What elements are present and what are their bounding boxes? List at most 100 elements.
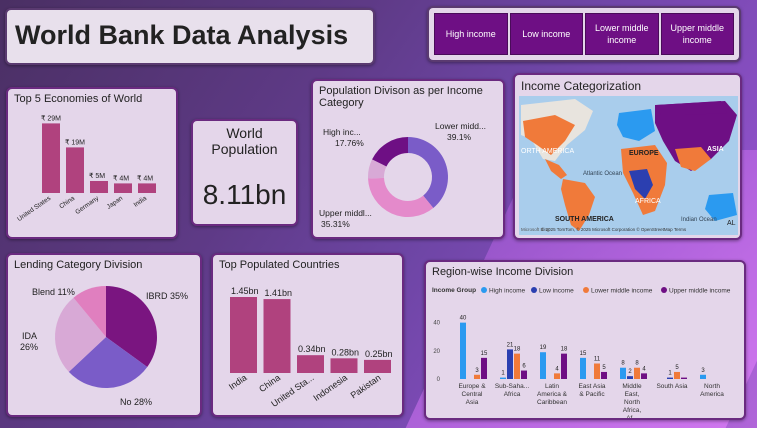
map-label-atlantic: Atlantic Ocean	[583, 171, 622, 177]
donut-slice-name: High inc...	[323, 127, 361, 137]
top-economies-chart: ₹ 29M United States ₹ 19M China ₹ 5M Germany ₹…	[16, 114, 156, 223]
donut-slice[interactable]	[408, 137, 448, 208]
economy-bar-label: ₹ 5M	[89, 172, 105, 180]
donut-slice-name: Upper middl...	[319, 208, 372, 218]
region-bar-label: 2	[628, 369, 632, 375]
region-income-chart: Income Group High income Low income Lower m…	[432, 287, 731, 418]
economy-bar[interactable]	[42, 123, 60, 193]
economy-bar[interactable]	[90, 181, 108, 193]
donut-slice[interactable]	[372, 137, 408, 167]
region-bar[interactable]	[561, 353, 567, 379]
region-bar[interactable]	[594, 363, 600, 380]
economy-category-label: Germany	[74, 194, 101, 215]
region-category-label: North	[704, 383, 720, 390]
legend-label[interactable]: Upper middle income	[669, 288, 731, 295]
region-bar[interactable]	[521, 370, 527, 379]
population-bar[interactable]	[263, 299, 291, 373]
economy-bar[interactable]	[114, 183, 132, 193]
region-bar[interactable]	[540, 352, 546, 379]
economy-category-label: United States	[16, 194, 53, 223]
region-bar[interactable]	[460, 322, 466, 379]
lending-category-card: Lending Category Division IBRD 35% No 28%…	[6, 253, 202, 417]
donut-slice[interactable]	[368, 177, 434, 217]
donut-slice[interactable]	[368, 159, 387, 179]
legend-dot	[661, 287, 667, 293]
population-division-card: Population Divison as per Income Categor…	[311, 79, 505, 239]
slicer-high-income[interactable]: High income	[434, 13, 508, 55]
economy-category-label: Japan	[106, 195, 125, 211]
lending-slice[interactable]	[55, 297, 106, 372]
map-label-al: AL	[727, 220, 736, 227]
region-category-label: & Pacific	[579, 391, 605, 398]
region-income-card: Region-wise Income Division Income Group…	[424, 260, 746, 420]
world-population-card: World Population 8.11bn	[191, 119, 298, 226]
population-bar-label: 1.41bn	[265, 288, 293, 298]
region-bar[interactable]	[681, 377, 687, 379]
population-division-title: Population Divison as per Income Categor…	[319, 85, 483, 109]
region-category-label: Europe &	[458, 383, 486, 390]
legend-label[interactable]: High income	[489, 288, 526, 295]
region-bar-label: 11	[594, 357, 601, 363]
map-europe	[617, 109, 655, 141]
region-income-title: Region-wise Income Division	[432, 266, 574, 278]
region-bar[interactable]	[507, 349, 513, 379]
income-map-card: Income Categorization ORTH AMERICA EUROP…	[513, 73, 742, 240]
region-bar-label: 19	[540, 345, 547, 351]
legend-label[interactable]: Lower middle income	[591, 288, 653, 295]
slicer-lower-middle-income[interactable]: Lower middle income	[585, 13, 659, 55]
region-category-label: Latin	[545, 383, 559, 390]
income-map[interactable]: ORTH AMERICA EUROPE ASIA Atlantic Ocean …	[515, 75, 740, 238]
region-bar[interactable]	[674, 371, 680, 379]
slicer-low-income[interactable]: Low income	[509, 13, 583, 55]
slicer-upper-middle-income[interactable]: Upper middle income	[660, 13, 734, 55]
donut-slice-name: Lower midd...	[435, 121, 486, 131]
population-bar-label: 0.25bn	[365, 349, 393, 359]
region-bar[interactable]	[620, 367, 626, 379]
region-bar[interactable]	[500, 377, 506, 379]
region-bar[interactable]	[627, 376, 633, 379]
region-bar-label: 6	[522, 364, 526, 370]
region-bar[interactable]	[700, 374, 706, 379]
population-category-label: India	[227, 372, 249, 391]
region-bar[interactable]	[514, 353, 520, 379]
region-bar[interactable]	[641, 373, 647, 379]
region-bar[interactable]	[667, 377, 673, 379]
map-copyright: © 2025 TomTom, © 2025 Microsoft Corporat…	[541, 226, 687, 232]
map-australia	[705, 193, 737, 221]
map-south-asia	[675, 147, 711, 171]
map-russia	[657, 101, 727, 115]
region-bar[interactable]	[554, 373, 560, 379]
lending-slice-label: Blend 11%	[32, 287, 75, 297]
population-division-chart: Lower midd...39.1% Upper middl...35.31% Hi…	[319, 121, 486, 229]
income-slicer: High income Low income Lower middle inco…	[427, 6, 741, 62]
region-category-label: Asia	[466, 399, 479, 406]
population-bar[interactable]	[297, 355, 324, 373]
region-bar[interactable]	[481, 357, 487, 379]
map-label-africa: AFRICA	[635, 198, 661, 205]
population-bar[interactable]	[364, 359, 391, 373]
lending-slice[interactable]	[68, 337, 148, 388]
region-bar[interactable]	[580, 357, 586, 379]
legend-label[interactable]: Low income	[539, 288, 574, 295]
lending-slice[interactable]	[73, 286, 106, 337]
region-bar[interactable]	[601, 371, 607, 379]
region-bar[interactable]	[634, 367, 640, 379]
population-bar[interactable]	[230, 297, 257, 373]
region-bar-label: 8	[621, 361, 625, 367]
economy-bar[interactable]	[66, 147, 84, 193]
region-category-label: America	[700, 391, 724, 398]
economy-bar-label: ₹ 4M	[113, 174, 129, 182]
economy-bar[interactable]	[138, 183, 156, 193]
region-bar-label: 5	[602, 365, 606, 371]
population-bar[interactable]	[330, 358, 358, 373]
population-category-label: Indonesia	[311, 372, 349, 403]
lending-slice-label: No 28%	[120, 397, 152, 407]
economy-category-label: India	[133, 195, 149, 209]
world-population-value: 8.11bn	[202, 179, 287, 210]
region-bar[interactable]	[474, 374, 480, 379]
lending-slice[interactable]	[106, 286, 158, 367]
region-bar-label: 5	[675, 365, 679, 371]
top-economies-title: Top 5 Economies of World	[14, 93, 143, 105]
